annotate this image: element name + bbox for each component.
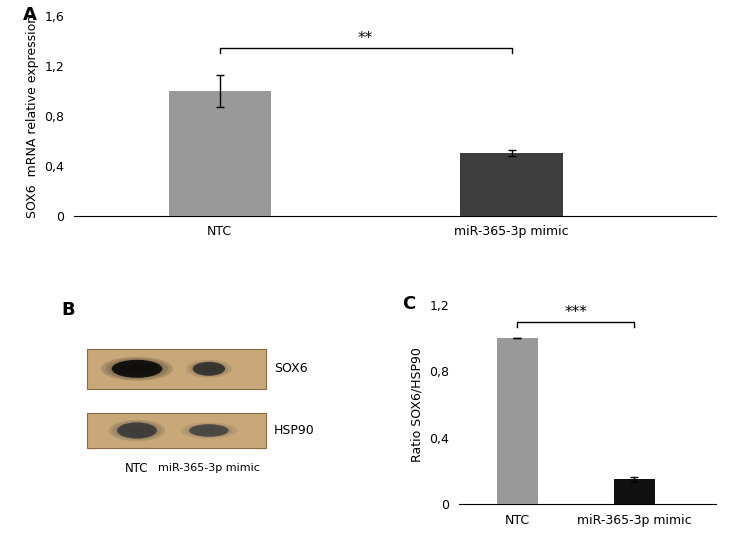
Ellipse shape bbox=[193, 362, 225, 376]
Bar bbox=[86, 413, 266, 448]
Ellipse shape bbox=[116, 423, 158, 438]
Text: B: B bbox=[61, 301, 75, 319]
Ellipse shape bbox=[123, 364, 151, 373]
Ellipse shape bbox=[126, 426, 148, 435]
Ellipse shape bbox=[186, 360, 232, 378]
Bar bbox=[497, 338, 538, 504]
Ellipse shape bbox=[112, 360, 162, 378]
Text: ***: *** bbox=[565, 305, 587, 320]
Ellipse shape bbox=[204, 429, 213, 432]
Ellipse shape bbox=[130, 428, 144, 433]
Ellipse shape bbox=[185, 424, 232, 437]
Ellipse shape bbox=[201, 366, 216, 372]
Ellipse shape bbox=[112, 421, 162, 440]
Ellipse shape bbox=[189, 424, 229, 437]
Ellipse shape bbox=[123, 425, 151, 436]
Bar bbox=[461, 153, 562, 215]
Ellipse shape bbox=[195, 426, 223, 435]
Ellipse shape bbox=[101, 357, 173, 381]
Ellipse shape bbox=[190, 425, 228, 436]
Text: **: ** bbox=[358, 31, 373, 46]
Text: NTC: NTC bbox=[125, 462, 149, 475]
Ellipse shape bbox=[110, 360, 164, 378]
Ellipse shape bbox=[114, 361, 159, 376]
Y-axis label: SOX6  mRNA relative expression: SOX6 mRNA relative expression bbox=[26, 14, 38, 218]
Ellipse shape bbox=[193, 363, 224, 375]
Text: HSP90: HSP90 bbox=[274, 424, 315, 437]
Text: A: A bbox=[22, 7, 36, 25]
Ellipse shape bbox=[117, 423, 156, 438]
Ellipse shape bbox=[197, 364, 221, 373]
Ellipse shape bbox=[120, 424, 155, 437]
Ellipse shape bbox=[119, 363, 155, 375]
Ellipse shape bbox=[134, 429, 140, 432]
Ellipse shape bbox=[190, 361, 228, 376]
Ellipse shape bbox=[128, 366, 146, 372]
Text: C: C bbox=[402, 295, 415, 313]
Bar bbox=[614, 480, 655, 504]
Ellipse shape bbox=[108, 420, 165, 441]
Text: miR-365-3p mimic: miR-365-3p mimic bbox=[158, 463, 260, 473]
Ellipse shape bbox=[106, 358, 168, 379]
Ellipse shape bbox=[199, 428, 218, 433]
Ellipse shape bbox=[133, 367, 142, 370]
Ellipse shape bbox=[181, 423, 237, 438]
Bar bbox=[86, 349, 266, 389]
Text: SOX6: SOX6 bbox=[274, 362, 308, 375]
Bar bbox=[169, 91, 271, 215]
Ellipse shape bbox=[205, 367, 213, 370]
Y-axis label: Ratio SOX6/HSP90: Ratio SOX6/HSP90 bbox=[411, 347, 424, 462]
